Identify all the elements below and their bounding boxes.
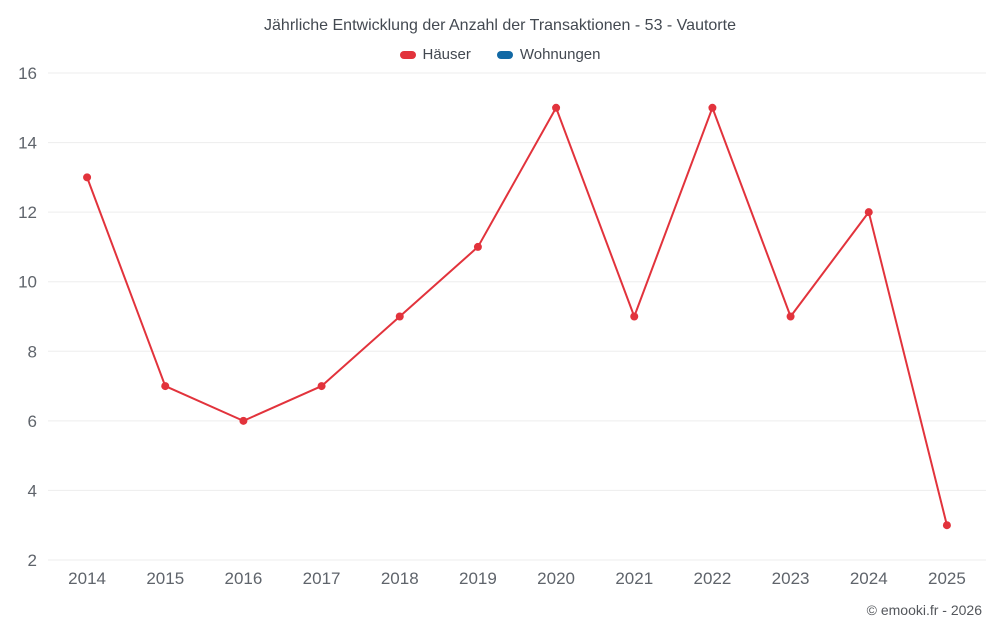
legend-label-haeuser: Häuser: [422, 46, 471, 63]
chart-title: Jährliche Entwicklung der Anzahl der Tra…: [264, 17, 736, 34]
x-tick-label: 2022: [694, 569, 732, 588]
y-tick-label: 2: [28, 551, 37, 570]
data-point[interactable]: [83, 173, 92, 182]
data-point[interactable]: [317, 382, 326, 391]
data-point[interactable]: [239, 416, 248, 425]
legend-item-haeuser[interactable]: Häuser: [399, 46, 471, 63]
data-point[interactable]: [942, 521, 951, 530]
x-tick-label: 2017: [303, 569, 341, 588]
y-tick-label: 10: [18, 273, 37, 292]
legend-label-wohnungen: Wohnungen: [519, 46, 601, 63]
x-tick-label: 2020: [537, 569, 575, 588]
x-tick-label: 2024: [850, 569, 888, 588]
data-point[interactable]: [708, 103, 717, 112]
y-tick-label: 6: [28, 412, 37, 431]
y-tick-label: 4: [28, 481, 37, 500]
data-point[interactable]: [473, 242, 482, 251]
x-tick-label: 2014: [68, 569, 106, 588]
legend: Häuser Wohnungen: [0, 46, 1000, 63]
data-point[interactable]: [161, 382, 170, 391]
x-tick-label: 2018: [381, 569, 419, 588]
x-tick-label: 2025: [928, 569, 966, 588]
data-point[interactable]: [786, 312, 795, 321]
data-point[interactable]: [864, 208, 873, 217]
x-tick-label: 2021: [615, 569, 653, 588]
wohnungen-series-swatch-icon: [496, 50, 513, 59]
y-tick-label: 14: [18, 134, 37, 153]
data-point[interactable]: [395, 312, 404, 321]
y-tick-label: 12: [18, 203, 37, 222]
y-tick-label: 8: [28, 342, 37, 361]
copyright-text: © emooki.fr - 2026: [866, 602, 982, 618]
data-point[interactable]: [552, 103, 561, 112]
x-tick-label: 2019: [459, 569, 497, 588]
data-point[interactable]: [630, 312, 639, 321]
y-tick-label: 16: [18, 64, 37, 83]
legend-item-wohnungen[interactable]: Wohnungen: [496, 46, 601, 63]
haeuser-series-swatch-icon: [399, 50, 416, 59]
x-tick-label: 2023: [772, 569, 810, 588]
x-tick-label: 2016: [225, 569, 263, 588]
series-line: [86, 106, 948, 526]
x-tick-label: 2015: [146, 569, 184, 588]
